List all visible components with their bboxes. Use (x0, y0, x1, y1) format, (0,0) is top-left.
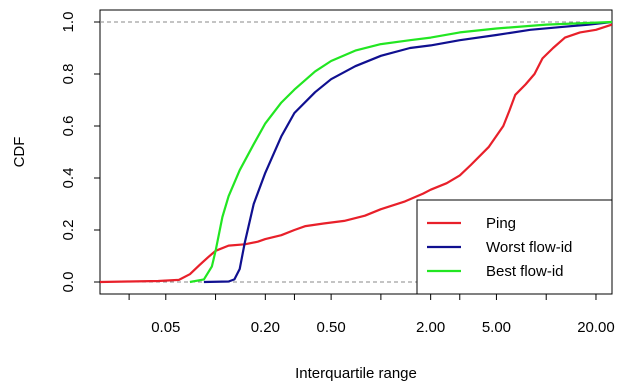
y-axis-label: CDF (11, 137, 28, 168)
x-tick-label-5: 20.00 (577, 319, 615, 336)
legend-label-best-flow-id: Best flow-id (486, 263, 564, 280)
series-line-best-flow-id (189, 20, 612, 284)
y-tick-label-5: 1.0 (60, 12, 77, 33)
y-tick-label-1: 0.2 (60, 220, 77, 241)
x-tick-label-4: 5.00 (482, 319, 511, 336)
y-tick-label-3: 0.6 (60, 116, 77, 137)
x-tick-label-0: 0.05 (151, 319, 180, 336)
y-tick-label-0: 0.0 (60, 272, 77, 293)
x-axis-label: Interquartile range (295, 365, 417, 382)
x-tick-label-2: 0.50 (317, 319, 346, 336)
y-tick-label-2: 0.4 (60, 168, 77, 189)
y-tick-label-4: 0.8 (60, 64, 77, 85)
series-line-ping (100, 23, 612, 284)
x-tick-label-3: 2.00 (416, 319, 445, 336)
legend-label-worst-flow-id: Worst flow-id (486, 239, 572, 256)
legend-label-ping: Ping (486, 215, 516, 232)
plot-frame (99, 9, 613, 295)
x-tick-label-1: 0.20 (251, 319, 280, 336)
series-line-worst-flow-id (203, 20, 612, 284)
